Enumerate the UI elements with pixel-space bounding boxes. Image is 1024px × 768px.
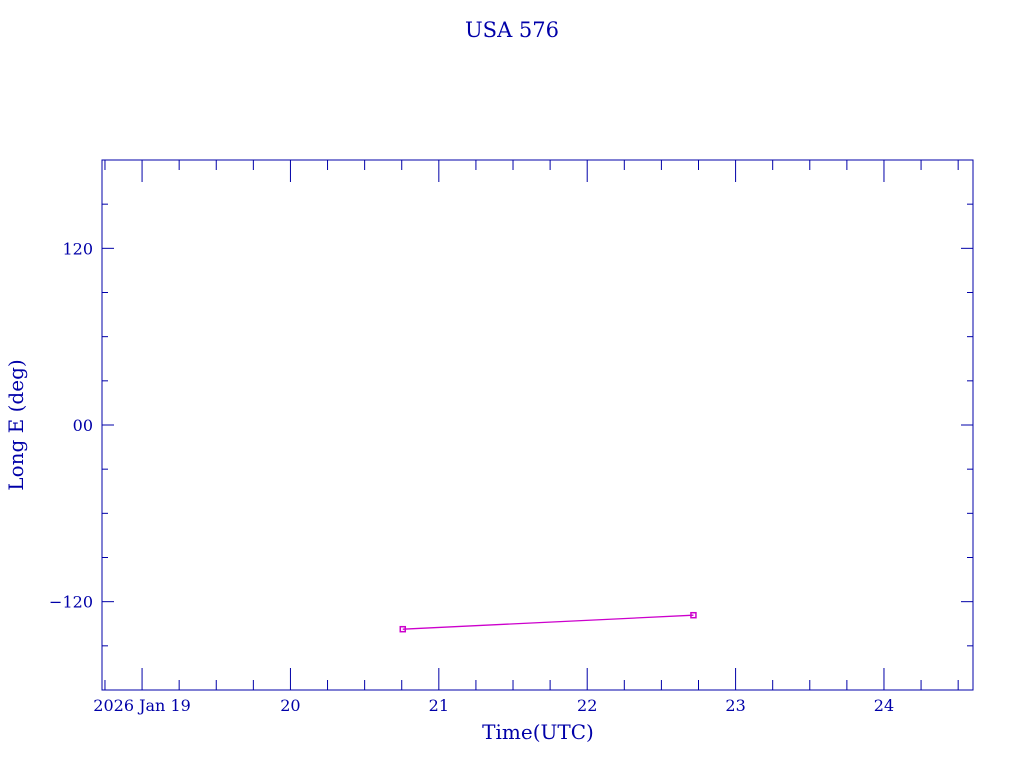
x-tick-label: 23 bbox=[725, 696, 745, 715]
x-tick-label: 2026 Jan 19 bbox=[93, 696, 191, 715]
y-axis-label: Long E (deg) bbox=[4, 359, 28, 490]
y-tick-label: 120 bbox=[62, 239, 93, 258]
x-tick-label: 21 bbox=[429, 696, 449, 715]
chart-title: USA 576 bbox=[465, 18, 559, 42]
data-point bbox=[399, 625, 407, 633]
y-tick-label: −120 bbox=[49, 593, 93, 612]
data-point bbox=[690, 611, 697, 619]
series-line bbox=[402, 614, 694, 630]
x-axis-label: Time(UTC) bbox=[482, 720, 594, 744]
y-tick-label: 00 bbox=[73, 416, 93, 435]
plot-frame bbox=[101, 159, 974, 691]
x-tick-label: 20 bbox=[280, 696, 300, 715]
x-tick-label: 24 bbox=[874, 696, 894, 715]
x-tick-label: 22 bbox=[577, 696, 597, 715]
